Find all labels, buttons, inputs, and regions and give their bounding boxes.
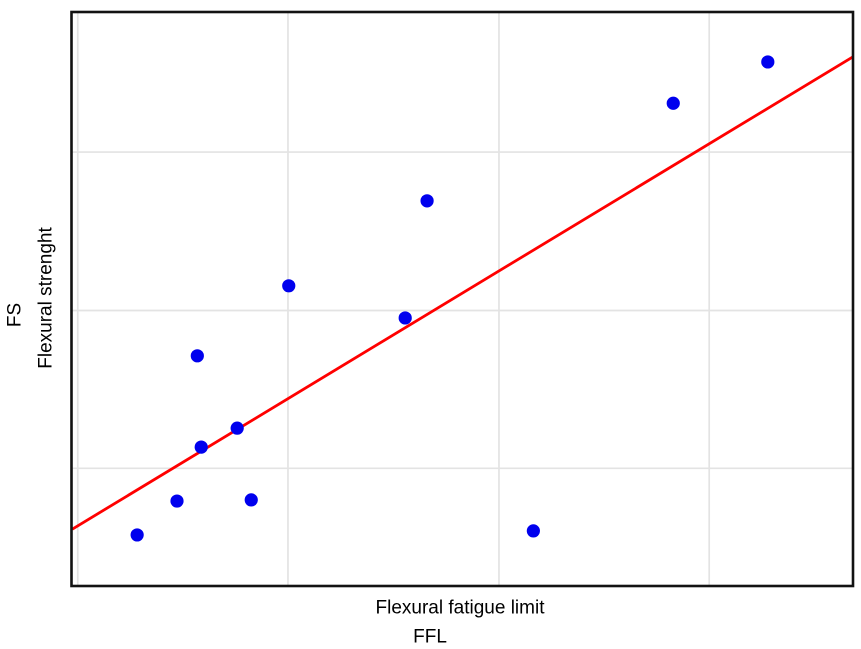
plot-border [70, 10, 855, 588]
data-point [130, 528, 144, 542]
y-axis-abbrev-label: FS [4, 302, 26, 328]
plot-area [71, 12, 853, 586]
data-point [230, 421, 244, 435]
x-axis-title: Flexural fatigue limit [375, 597, 545, 619]
data-point [398, 311, 412, 325]
data-point [420, 194, 434, 208]
data-point [244, 493, 258, 507]
data-point [194, 440, 208, 454]
y-axis-title: Flexural strenght [35, 227, 57, 369]
data-point [666, 96, 680, 110]
data-point [170, 494, 184, 508]
x-axis-abbrev-label: FFL [413, 626, 447, 648]
data-point [282, 279, 296, 293]
data-point [526, 524, 540, 538]
data-point [190, 349, 204, 363]
data-point [761, 55, 775, 69]
